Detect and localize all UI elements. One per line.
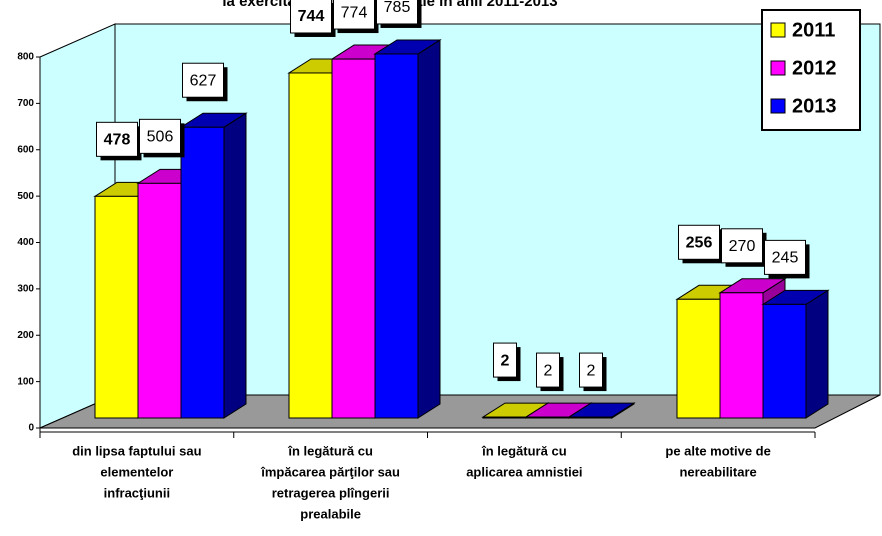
- floor: [39, 394, 881, 429]
- x-tick-label: împăcarea părţilor sau: [260, 464, 400, 479]
- x-tick-label: în legătură cu: [287, 443, 373, 458]
- label-box: [764, 239, 806, 275]
- data-label: 774: [341, 4, 368, 21]
- data-label: 245: [772, 250, 799, 267]
- bar: [525, 416, 570, 419]
- data-label: 256: [686, 234, 713, 251]
- legend-swatch: [770, 98, 786, 114]
- x-tick-label: nereabilitare: [679, 464, 756, 479]
- label-box: [96, 121, 138, 157]
- legend-swatch: [770, 22, 786, 38]
- data-label: 478: [104, 132, 131, 149]
- label-box: [376, 0, 418, 25]
- label-box: [678, 224, 720, 260]
- bar: [374, 53, 419, 419]
- y-tick-label: 500: [17, 191, 34, 202]
- bar: [94, 195, 139, 419]
- x-tick-label: prealabile: [300, 506, 361, 521]
- bar: [762, 303, 807, 419]
- data-label: 2: [501, 352, 510, 369]
- y-tick-label: 800: [17, 52, 34, 63]
- y-tick-label: 700: [17, 98, 34, 109]
- x-tick-label: aplicarea amnistiei: [466, 464, 582, 479]
- label-box: [182, 62, 224, 98]
- data-label: 506: [147, 129, 174, 146]
- bar: [676, 298, 721, 419]
- x-tick-label: elementelor: [100, 464, 173, 479]
- x-tick-label: pe alte motive de: [665, 443, 770, 458]
- label-box: [290, 0, 332, 34]
- data-label: 2: [544, 362, 553, 379]
- x-tick-label: din lipsa faptului sau: [72, 443, 201, 458]
- y-tick-label: 200: [17, 330, 34, 341]
- bar: [568, 416, 613, 419]
- label-box: [333, 0, 375, 30]
- bar-side: [805, 289, 829, 419]
- label-box: [579, 352, 603, 388]
- label-box: [139, 118, 181, 154]
- x-tick-label: în legătură cu: [481, 443, 567, 458]
- x-tick-label: infracţiunii: [104, 485, 170, 500]
- y-tick-label: 100: [17, 376, 34, 387]
- bar-side: [223, 112, 247, 419]
- x-tick-label: retragerea plîngerii: [272, 485, 390, 500]
- legend-label: 2013: [792, 95, 837, 117]
- data-label: 2: [587, 362, 596, 379]
- y-tick-label: 400: [17, 237, 34, 248]
- bar: [137, 182, 182, 419]
- label-box: [493, 342, 517, 378]
- bar: [288, 72, 333, 419]
- bar: [719, 292, 764, 419]
- bar: [331, 58, 376, 419]
- y-tick-label: 600: [17, 144, 34, 155]
- y-tick-label: 300: [17, 284, 34, 295]
- data-label: 785: [384, 0, 411, 16]
- label-box: [536, 352, 560, 388]
- bar-side: [417, 39, 441, 419]
- bar: [482, 416, 527, 419]
- data-label: 744: [298, 8, 325, 25]
- data-label: 270: [729, 238, 756, 255]
- legend-swatch: [770, 60, 786, 76]
- y-tick-label: 0: [28, 423, 34, 434]
- legend-label: 2011: [792, 19, 835, 41]
- label-box: [721, 228, 763, 264]
- bar: [180, 126, 225, 419]
- data-label: 627: [190, 72, 217, 89]
- legend-label: 2012: [792, 57, 837, 79]
